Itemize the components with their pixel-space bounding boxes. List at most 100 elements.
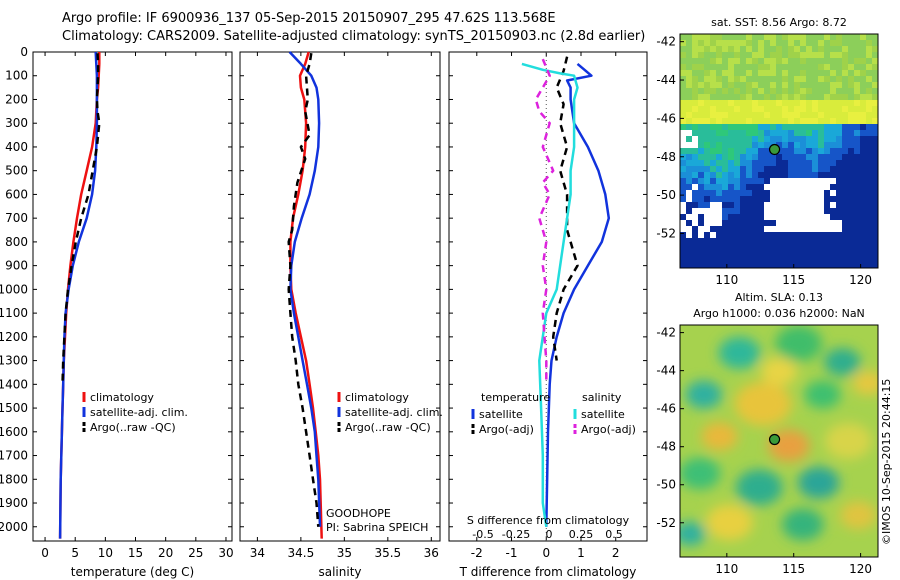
x-tick-label: 35 (337, 546, 352, 560)
sst-map: sat. SST: 8.56 Argo: 8.72 110 115 120 -42 -44… (656, 16, 879, 287)
sst-cell (848, 142, 854, 148)
sst-cell (722, 58, 728, 64)
y-tick-label: 900 (5, 259, 28, 273)
x-tick-label: 5 (71, 546, 79, 560)
sst-cell (782, 124, 788, 130)
sst-cell (806, 34, 812, 40)
sst-cell (698, 58, 704, 64)
sst-cell (800, 130, 806, 136)
sst-cell (746, 118, 752, 124)
sst-cell (764, 196, 770, 202)
sst-cell (758, 196, 764, 202)
sst-cell (698, 124, 704, 130)
sst-cell (710, 58, 716, 64)
x-tick-label: 20 (158, 546, 173, 560)
sst-cell (764, 178, 770, 184)
sst-cell (776, 76, 782, 82)
sst-cell (692, 118, 698, 124)
sst-cell (758, 64, 764, 70)
x-tick-label: -1 (506, 546, 518, 560)
sst-cell (698, 34, 704, 40)
sst-cell (686, 76, 692, 82)
sst-cell (686, 58, 692, 64)
sst-cell (686, 82, 692, 88)
sst-cell (704, 178, 710, 184)
sst-cell (788, 94, 794, 100)
sst-cell (794, 244, 800, 250)
sst-cell (854, 178, 860, 184)
sst-cell (746, 94, 752, 100)
sst-cell (812, 166, 818, 172)
sst-cell (836, 220, 842, 226)
sst-cell (728, 112, 734, 118)
sst-cell (818, 184, 824, 190)
y-tick-label: 1300 (0, 354, 28, 368)
sst-cell (872, 46, 878, 52)
sst-cell (782, 40, 788, 46)
sst-cell (776, 166, 782, 172)
sst-cell (728, 196, 734, 202)
sst-cell (692, 52, 698, 58)
sst-cell (752, 250, 758, 256)
sst-cell (794, 76, 800, 82)
sst-cell (776, 106, 782, 112)
sst-cell (758, 220, 764, 226)
sst-cell (758, 40, 764, 46)
sst-cell (836, 88, 842, 94)
sst-cell (794, 118, 800, 124)
sst-cell (722, 208, 728, 214)
sst-cell (680, 202, 686, 208)
sst-cell (812, 202, 818, 208)
sst-cell (740, 76, 746, 82)
sst-cell (710, 232, 716, 238)
sst-cell (836, 256, 842, 262)
sst-cell (758, 160, 764, 166)
sst-cell (800, 100, 806, 106)
sst-cell (722, 226, 728, 232)
sst-cell (734, 130, 740, 136)
sst-cell (746, 58, 752, 64)
sst-cell (782, 118, 788, 124)
sst-cell (788, 244, 794, 250)
sla-blob (706, 504, 753, 541)
sst-cell (794, 220, 800, 226)
sst-cell (686, 154, 692, 160)
sst-cell (692, 136, 698, 142)
sst-cell (770, 40, 776, 46)
sst-cell (686, 262, 692, 268)
sst-cell (698, 214, 704, 220)
sst-cell (710, 70, 716, 76)
sst-cell (722, 52, 728, 58)
sst-cell (800, 226, 806, 232)
sst-cell (746, 154, 752, 160)
sst-cell (824, 64, 830, 70)
sst-cell (764, 58, 770, 64)
sst-cell (824, 232, 830, 238)
sst-cell (722, 124, 728, 130)
sst-cell (752, 208, 758, 214)
sst-cell (710, 52, 716, 58)
sst-cell (722, 130, 728, 136)
sst-cell (794, 40, 800, 46)
sst-cell (716, 88, 722, 94)
sst-cell (722, 184, 728, 190)
sst-cell (680, 208, 686, 214)
sst-cell (734, 208, 740, 214)
sst-cell (728, 94, 734, 100)
sst-cell (836, 136, 842, 142)
sst-cell (866, 52, 872, 58)
sst-cell (770, 70, 776, 76)
sst-cell (716, 130, 722, 136)
sst-cell (848, 88, 854, 94)
sst-cell (854, 70, 860, 76)
sst-cell (728, 142, 734, 148)
sst-cell (830, 136, 836, 142)
sst-cell (752, 244, 758, 250)
sst-cell (758, 214, 764, 220)
sst-cell (860, 244, 866, 250)
sst-cell (698, 142, 704, 148)
sst-cell (734, 94, 740, 100)
sst-cell (818, 160, 824, 166)
sst-cell (848, 226, 854, 232)
sst-cell (794, 106, 800, 112)
